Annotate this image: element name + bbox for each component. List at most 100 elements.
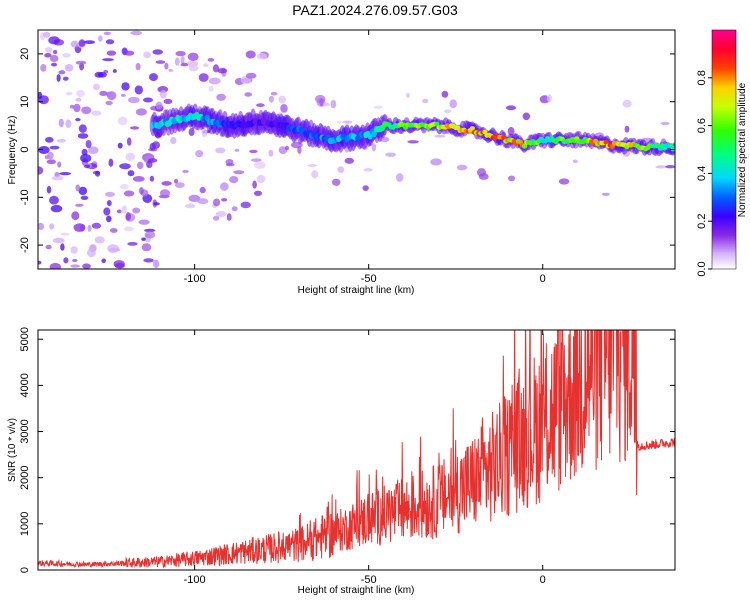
spectrogram-noise-blob bbox=[395, 173, 404, 182]
spectrogram-noise-blob bbox=[44, 53, 52, 58]
spectrogram-noise-blob bbox=[116, 209, 122, 214]
spectrogram-noise-blob bbox=[245, 50, 256, 59]
spectrogram-noise-blob bbox=[185, 203, 196, 209]
spectrogram-noise-blob bbox=[38, 260, 42, 265]
spectrogram-noise-blob bbox=[81, 148, 88, 156]
spectrogram-noise-blob bbox=[161, 181, 172, 186]
spectrogram-noise-blob bbox=[141, 243, 152, 252]
spectrogram-noise-blob bbox=[660, 121, 670, 126]
snr-y-tick-label: 5000 bbox=[19, 327, 31, 351]
spectrogram-noise-blob bbox=[87, 224, 92, 232]
spectrogram-noise-blob bbox=[507, 127, 515, 136]
spectrogram-noise-blob bbox=[75, 118, 81, 122]
spectrogram-noise-blob bbox=[284, 145, 290, 151]
spectrogram-noise-blob bbox=[221, 198, 228, 202]
spectrogram-noise-blob bbox=[456, 164, 468, 171]
spectrogram-noise-blob bbox=[94, 71, 104, 78]
spectrogram-noise-blob bbox=[362, 185, 369, 192]
spectrogram-noise-blob bbox=[46, 185, 52, 194]
spectrogram-noise-blob bbox=[125, 152, 135, 161]
snr-y-tick-label: 1000 bbox=[19, 512, 31, 536]
spectrogram-y-tick-label: 10 bbox=[19, 96, 31, 108]
spectrogram-noise-blob bbox=[60, 232, 70, 236]
spectrogram-noise-blob bbox=[57, 161, 62, 168]
spectrogram-noise-blob bbox=[225, 163, 235, 167]
spectrogram-noise-blob bbox=[212, 64, 220, 73]
spectrogram-noise-blob bbox=[87, 248, 96, 258]
spectrogram-noise-blob bbox=[407, 140, 419, 144]
spectrogram-noise-blob bbox=[45, 136, 54, 143]
spectrogram-noise-blob bbox=[208, 77, 221, 85]
spectrogram-noise-blob bbox=[164, 62, 169, 70]
spectrogram-noise-blob bbox=[174, 57, 180, 66]
spectrogram-noise-blob bbox=[110, 228, 118, 233]
spectrogram-noise-blob bbox=[101, 258, 106, 264]
spectrogram-noise-blob bbox=[56, 74, 61, 82]
spectrogram-noise-blob bbox=[84, 40, 95, 44]
spectrogram-noise-blob bbox=[38, 91, 43, 99]
spectrogram-y-tick-label: -20 bbox=[19, 237, 31, 253]
spectrogram-noise-blob bbox=[49, 145, 60, 150]
spectrogram-noise-blob bbox=[114, 263, 125, 269]
spectrogram-noise-blob bbox=[47, 151, 54, 160]
spectrogram-noise-blob bbox=[245, 72, 257, 79]
spectrogram-noise-blob bbox=[99, 90, 108, 97]
spectrogram-noise-blob bbox=[132, 176, 145, 182]
spectrogram-ridge-core bbox=[668, 143, 674, 148]
spectrogram-noise-blob bbox=[49, 223, 55, 230]
spectrogram-noise-blob bbox=[601, 192, 610, 196]
spectrogram-noise-blob bbox=[85, 140, 92, 149]
spectrogram-noise-blob bbox=[373, 105, 383, 109]
spectrogram-ridge bbox=[149, 103, 675, 157]
spectrogram-noise-blob bbox=[119, 163, 131, 170]
spectrogram-noise-blob bbox=[244, 92, 253, 97]
spectrogram-noise-blob bbox=[163, 98, 173, 105]
spectrogram-noise-blob bbox=[65, 119, 72, 128]
spectrogram-noise-blob bbox=[159, 90, 167, 99]
spectrogram-noise-blob bbox=[344, 157, 354, 164]
spectrogram-noise-blob bbox=[505, 105, 517, 111]
spectrogram-noise-blob bbox=[226, 213, 232, 221]
spectrogram-noise-blob bbox=[198, 73, 209, 82]
spectrogram-noise-blob bbox=[105, 39, 115, 45]
spectrogram-noise-blob bbox=[508, 175, 516, 182]
spectrogram-noise-blob bbox=[107, 244, 119, 254]
spectrogram-ridge-core bbox=[603, 140, 609, 145]
spectrogram-noise-blob bbox=[84, 164, 91, 169]
spectrogram-noise-blob bbox=[112, 69, 117, 73]
spectrogram-noise-blob bbox=[139, 187, 144, 195]
spectrogram-noise-blob bbox=[330, 99, 337, 109]
spectrogram-noise-blob bbox=[180, 62, 188, 67]
spectrogram-noise-blob bbox=[430, 158, 442, 166]
spectrogram-noise-blob bbox=[48, 36, 60, 45]
spectrogram-noise-blob bbox=[135, 108, 147, 116]
spectrogram-ridge-core bbox=[522, 143, 528, 149]
spectrogram-noise-blob bbox=[130, 30, 143, 36]
snr-y-label: SNR (10 * v/v) bbox=[7, 418, 18, 482]
spectrogram-noise-blob bbox=[121, 82, 130, 91]
spectrogram-noise-blob bbox=[153, 259, 160, 268]
spectrogram-y-tick-label: 0 bbox=[19, 146, 31, 152]
spectrogram-noise-blob bbox=[128, 96, 140, 104]
colorbar-tick-label: 0.0 bbox=[696, 261, 708, 276]
spectrogram-noise-blob bbox=[130, 126, 140, 130]
spectrogram-noise-blob bbox=[81, 106, 92, 115]
spectrogram-noise-blob bbox=[170, 137, 177, 144]
spectrogram-noise-blob bbox=[126, 137, 132, 146]
spectrogram-y-axis: -20 -10 0 10 20 bbox=[19, 48, 675, 253]
spectrogram-ridge-core bbox=[501, 135, 507, 140]
spectrogram-noise-blob bbox=[268, 149, 274, 157]
spectrogram-noise-blob bbox=[123, 50, 135, 56]
spectrogram-noise-blob bbox=[144, 228, 156, 233]
spectrogram-noise-blob bbox=[149, 73, 158, 82]
spectrogram-noise-blob bbox=[168, 68, 174, 72]
spectrogram-noise-blob bbox=[231, 206, 238, 212]
spectrogram-noise-blob bbox=[240, 201, 251, 209]
spectrogram-noise-blob bbox=[117, 116, 128, 126]
spectrogram-noise-blob bbox=[622, 99, 632, 108]
spectrogram-noise-blob bbox=[49, 263, 61, 269]
colorbar-ticks: 0.0 0.2 0.4 0.6 0.8 bbox=[696, 70, 712, 277]
spectrogram-noise-blob bbox=[75, 60, 87, 65]
spectrogram-noise-blob bbox=[75, 89, 85, 98]
spectrogram-frame bbox=[37, 29, 676, 270]
